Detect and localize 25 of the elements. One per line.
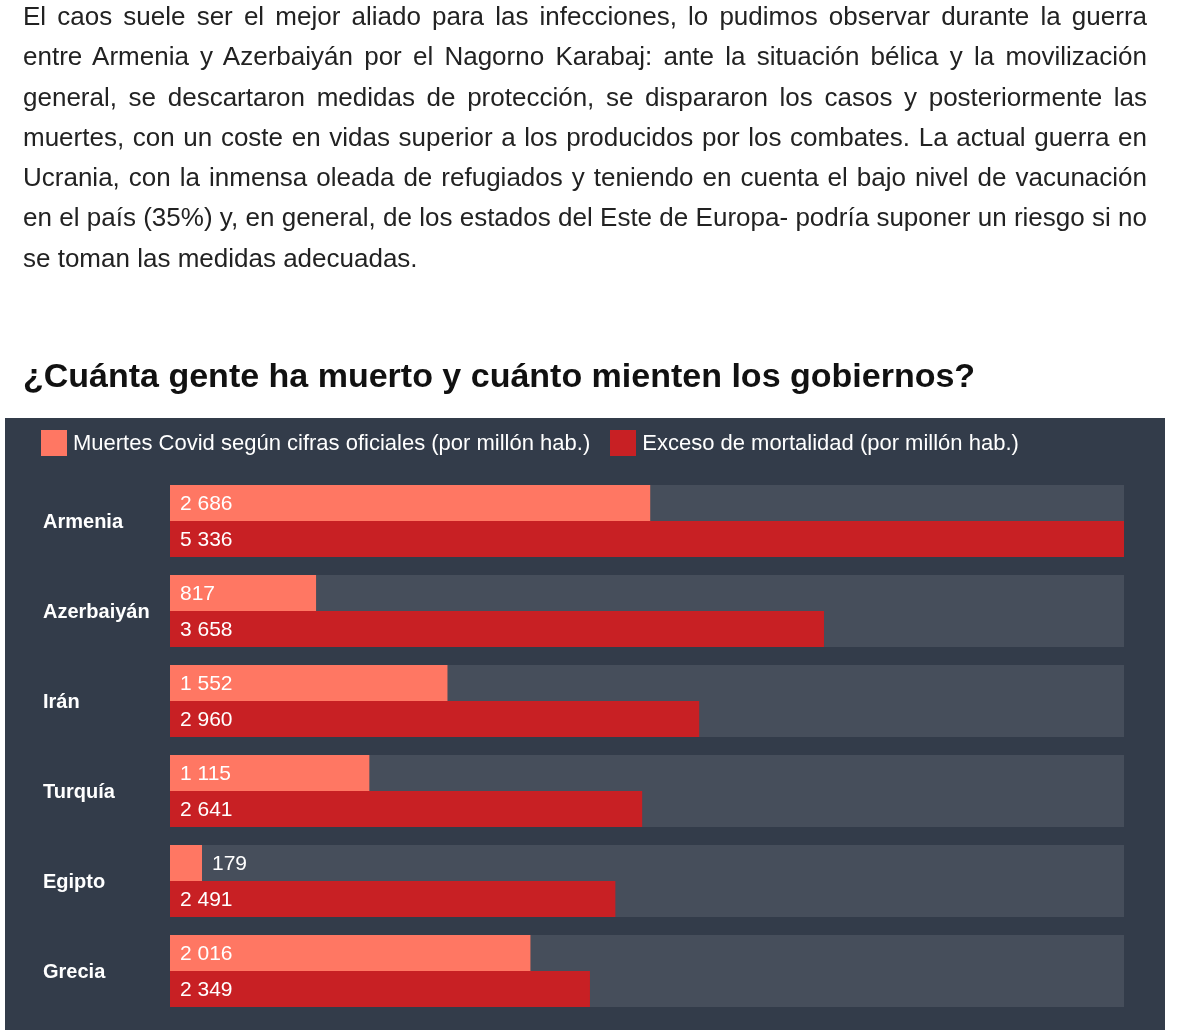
- bar: [170, 575, 317, 611]
- data-label: 179: [212, 851, 248, 874]
- y-tick-label: Armenia: [43, 510, 124, 532]
- data-label: 2 960: [180, 707, 233, 730]
- data-label: 5 336: [180, 527, 233, 550]
- legend-label: Exceso de mortalidad (por millón hab.): [642, 430, 1019, 456]
- data-label: 1 552: [180, 671, 233, 694]
- y-tick-label: Grecia: [43, 960, 107, 982]
- y-tick-label: Irán: [43, 690, 80, 712]
- y-tick-label: Azerbaiyán: [43, 600, 150, 622]
- y-tick-label: Turquía: [43, 780, 116, 802]
- y-tick-label: Egipto: [43, 870, 106, 892]
- bar: [170, 755, 370, 791]
- data-label: 1 115: [180, 761, 231, 784]
- text: El caos suele ser el mejor aliado para las infecciones, lo pudimos observar durante la guerra entre Armenia y Azerbaiyán por el Nagorno Karabaj: ante la situación bélica y la movilización general, se descartaron medidas de protección, se dispararon los casos y posteriormente las muertes, con un coste en vidas superior a los producidos por los combates. La actual guerra en Ucrania, con la inmensa oleada de refugiados y teniendo en cuenta el bajo nivel de vacunación en el país (35%) y, en general, de los estados del Este de Europa- podría suponer un riesgo si no se toman las medidas adecuadas.: [23, 0, 1147, 275]
- data-label: 817: [180, 581, 216, 604]
- data-label: 2 641: [180, 797, 233, 820]
- data-label: 2 686: [180, 491, 233, 514]
- chart-title: ¿Cuánta gente ha muerto y cuánto mienten los gobiernos?: [23, 356, 976, 395]
- bar: [170, 845, 202, 881]
- data-label: 2 349: [180, 977, 233, 1000]
- data-label: 2 491: [180, 887, 233, 910]
- legend-label: Muertes Covid según cifras oficiales (por millón hab.): [73, 430, 591, 456]
- data-label: 2 016: [180, 941, 233, 964]
- data-label: 3 658: [180, 617, 233, 640]
